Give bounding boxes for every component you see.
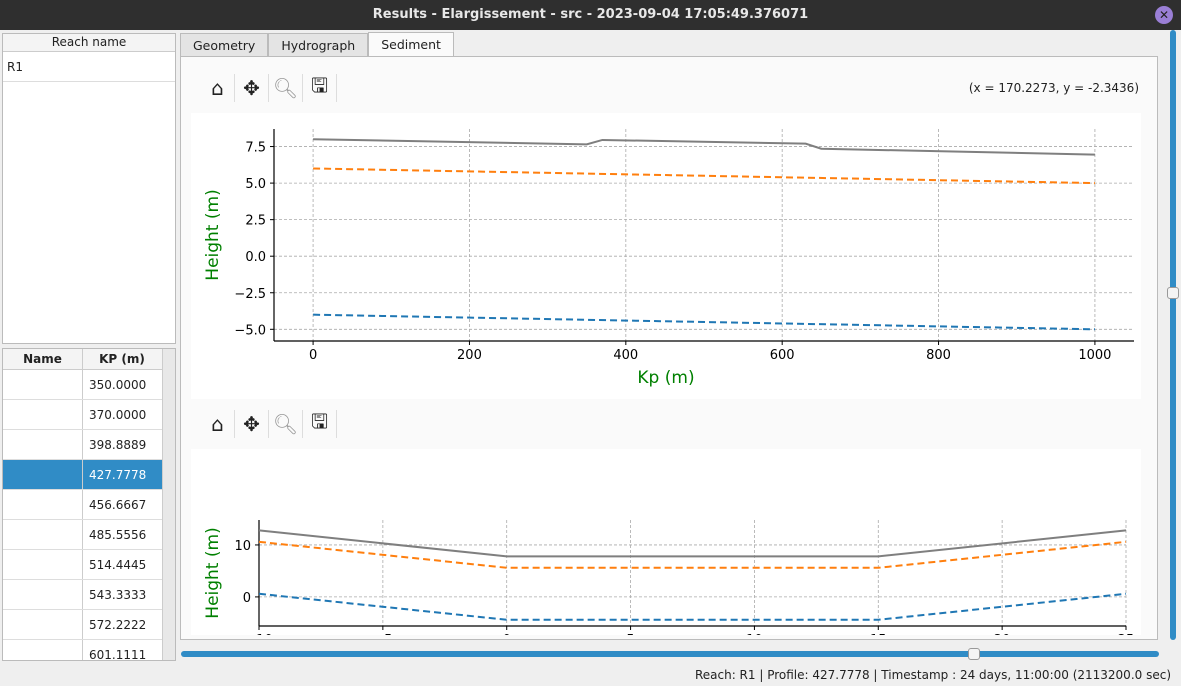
- x-tick-label: 200: [457, 348, 482, 363]
- y-axis-label: Height (m): [203, 527, 223, 618]
- y-tick-label: 5.0: [245, 177, 266, 192]
- tab-geometry[interactable]: Geometry: [180, 33, 269, 57]
- cell-kp[interactable]: 370.0000: [89, 408, 147, 422]
- cell-kp[interactable]: 350.0000: [89, 378, 147, 392]
- y-tick-label: −5.0: [234, 323, 266, 338]
- x-tick-label: −10: [245, 633, 272, 635]
- y-tick-label: 0: [243, 591, 251, 606]
- series-line-0: [258, 529, 1127, 558]
- reach-list-header: Reach name: [3, 34, 175, 52]
- x-tick-label: 800: [926, 348, 951, 363]
- home-icon[interactable]: ⌂: [201, 74, 235, 102]
- cell-kp[interactable]: 543.3333: [89, 588, 147, 602]
- x-tick-label: 400: [613, 348, 638, 363]
- table-row[interactable]: 456.6667: [3, 490, 175, 520]
- home-icon[interactable]: ⌂: [201, 410, 235, 438]
- x-axis-label: Kp (m): [637, 368, 694, 388]
- table-row[interactable]: 370.0000: [3, 400, 175, 430]
- cross-section-chart[interactable]: −10−50510152025010X (m)Height (m): [191, 449, 1141, 635]
- x-tick-label: 15: [870, 633, 887, 635]
- y-tick-label: 10: [234, 539, 251, 554]
- x-tick-label: 10: [746, 633, 763, 635]
- x-tick-label: 1000: [1078, 348, 1111, 363]
- cell-name[interactable]: [3, 580, 83, 609]
- table-row[interactable]: 398.8889: [3, 430, 175, 460]
- toolbar-bottom: ⌂ ✥ 🔍︎ 🖫: [201, 409, 337, 439]
- cell-name[interactable]: [3, 550, 83, 579]
- series-line-1: [258, 540, 1127, 569]
- table-row[interactable]: 514.4445: [3, 550, 175, 580]
- cell-name[interactable]: [3, 370, 83, 399]
- cell-kp[interactable]: 601.1111: [89, 648, 147, 661]
- cell-kp[interactable]: 485.5556: [89, 528, 147, 542]
- x-tick-label: 0: [503, 633, 511, 635]
- longitudinal-chart[interactable]: 0 200 400 600 800 1000 −5.0 −2.5 0.0 2.5 5.0 7.5 Kp …: [191, 113, 1141, 399]
- column-header-kp[interactable]: KP (m): [99, 352, 145, 366]
- y-tick-label: 0.0: [245, 250, 266, 265]
- y-tick-label: 7.5: [245, 141, 266, 156]
- x-tick-label: 20: [994, 633, 1011, 635]
- profile-slider[interactable]: [1170, 30, 1176, 640]
- cell-name[interactable]: [3, 460, 83, 489]
- timestamp-slider-handle[interactable]: [968, 648, 980, 660]
- reach-item[interactable]: R1: [3, 52, 175, 82]
- cell-name[interactable]: [3, 430, 83, 459]
- x-tick-label: 0: [309, 348, 317, 363]
- window-title: Results - Elargissement - src - 2023-09-…: [0, 0, 1181, 30]
- cell-kp[interactable]: 572.2222: [89, 618, 147, 632]
- zoom-icon[interactable]: 🔍︎: [269, 410, 303, 438]
- coordinate-readout: (x = 170.2273, y = -2.3436): [968, 81, 1139, 95]
- table-row[interactable]: 543.3333: [3, 580, 175, 610]
- profile-table[interactable]: Name KP (m) 350.0000 370.0000 398.8889 427.7…: [2, 348, 176, 661]
- tab-hydrograph[interactable]: Hydrograph: [268, 33, 369, 57]
- table-row[interactable]: 427.7778: [3, 460, 175, 490]
- cell-name[interactable]: [3, 520, 83, 549]
- cell-kp[interactable]: 398.8889: [89, 438, 147, 452]
- y-axis-label: Height (m): [203, 189, 223, 280]
- y-tick-label: 2.5: [245, 214, 266, 229]
- pan-icon[interactable]: ✥: [235, 410, 269, 438]
- status-bar: Reach: R1 | Profile: 427.7778 | Timestam…: [694, 668, 1171, 682]
- series-line-2: [313, 313, 1095, 331]
- timestamp-slider[interactable]: [181, 651, 1159, 657]
- close-icon[interactable]: ✕: [1155, 6, 1173, 24]
- cell-name[interactable]: [3, 610, 83, 639]
- tab-sediment[interactable]: Sediment: [368, 32, 454, 58]
- table-scrollbar[interactable]: [162, 349, 175, 660]
- save-icon[interactable]: 🖫: [303, 409, 337, 438]
- column-header-name[interactable]: Name: [3, 349, 83, 369]
- table-row[interactable]: 350.0000: [3, 370, 175, 400]
- cell-kp[interactable]: 514.4445: [89, 558, 147, 572]
- sediment-panel: ⌂ ✥ 🔍︎ 🖫 (x = 170.2273, y = -2.3436) 0 20…: [180, 56, 1158, 640]
- x-tick-label: 600: [770, 348, 795, 363]
- profile-slider-handle[interactable]: [1167, 287, 1179, 299]
- series-line-2: [258, 592, 1127, 621]
- table-row[interactable]: 601.1111: [3, 640, 175, 661]
- x-tick-label: 25: [1118, 633, 1135, 635]
- tab-bar: Geometry Hydrograph Sediment: [180, 32, 454, 58]
- cell-kp[interactable]: 427.7778: [89, 468, 147, 482]
- cell-name[interactable]: [3, 490, 83, 519]
- series-line-0: [313, 138, 1095, 156]
- zoom-icon[interactable]: 🔍︎: [269, 74, 303, 102]
- cell-name[interactable]: [3, 400, 83, 429]
- table-row[interactable]: 572.2222: [3, 610, 175, 640]
- y-tick-label: −2.5: [234, 287, 266, 302]
- reach-list[interactable]: Reach name R1: [2, 33, 176, 344]
- cell-name[interactable]: [3, 640, 83, 660]
- series-line-1: [313, 167, 1095, 185]
- x-tick-label: −5: [373, 633, 392, 635]
- table-row[interactable]: 485.5556: [3, 520, 175, 550]
- save-icon[interactable]: 🖫: [303, 73, 337, 102]
- toolbar-top: ⌂ ✥ 🔍︎ 🖫: [201, 73, 337, 103]
- x-tick-label: 5: [626, 633, 634, 635]
- pan-icon[interactable]: ✥: [235, 74, 269, 102]
- cell-kp[interactable]: 456.6667: [89, 498, 147, 512]
